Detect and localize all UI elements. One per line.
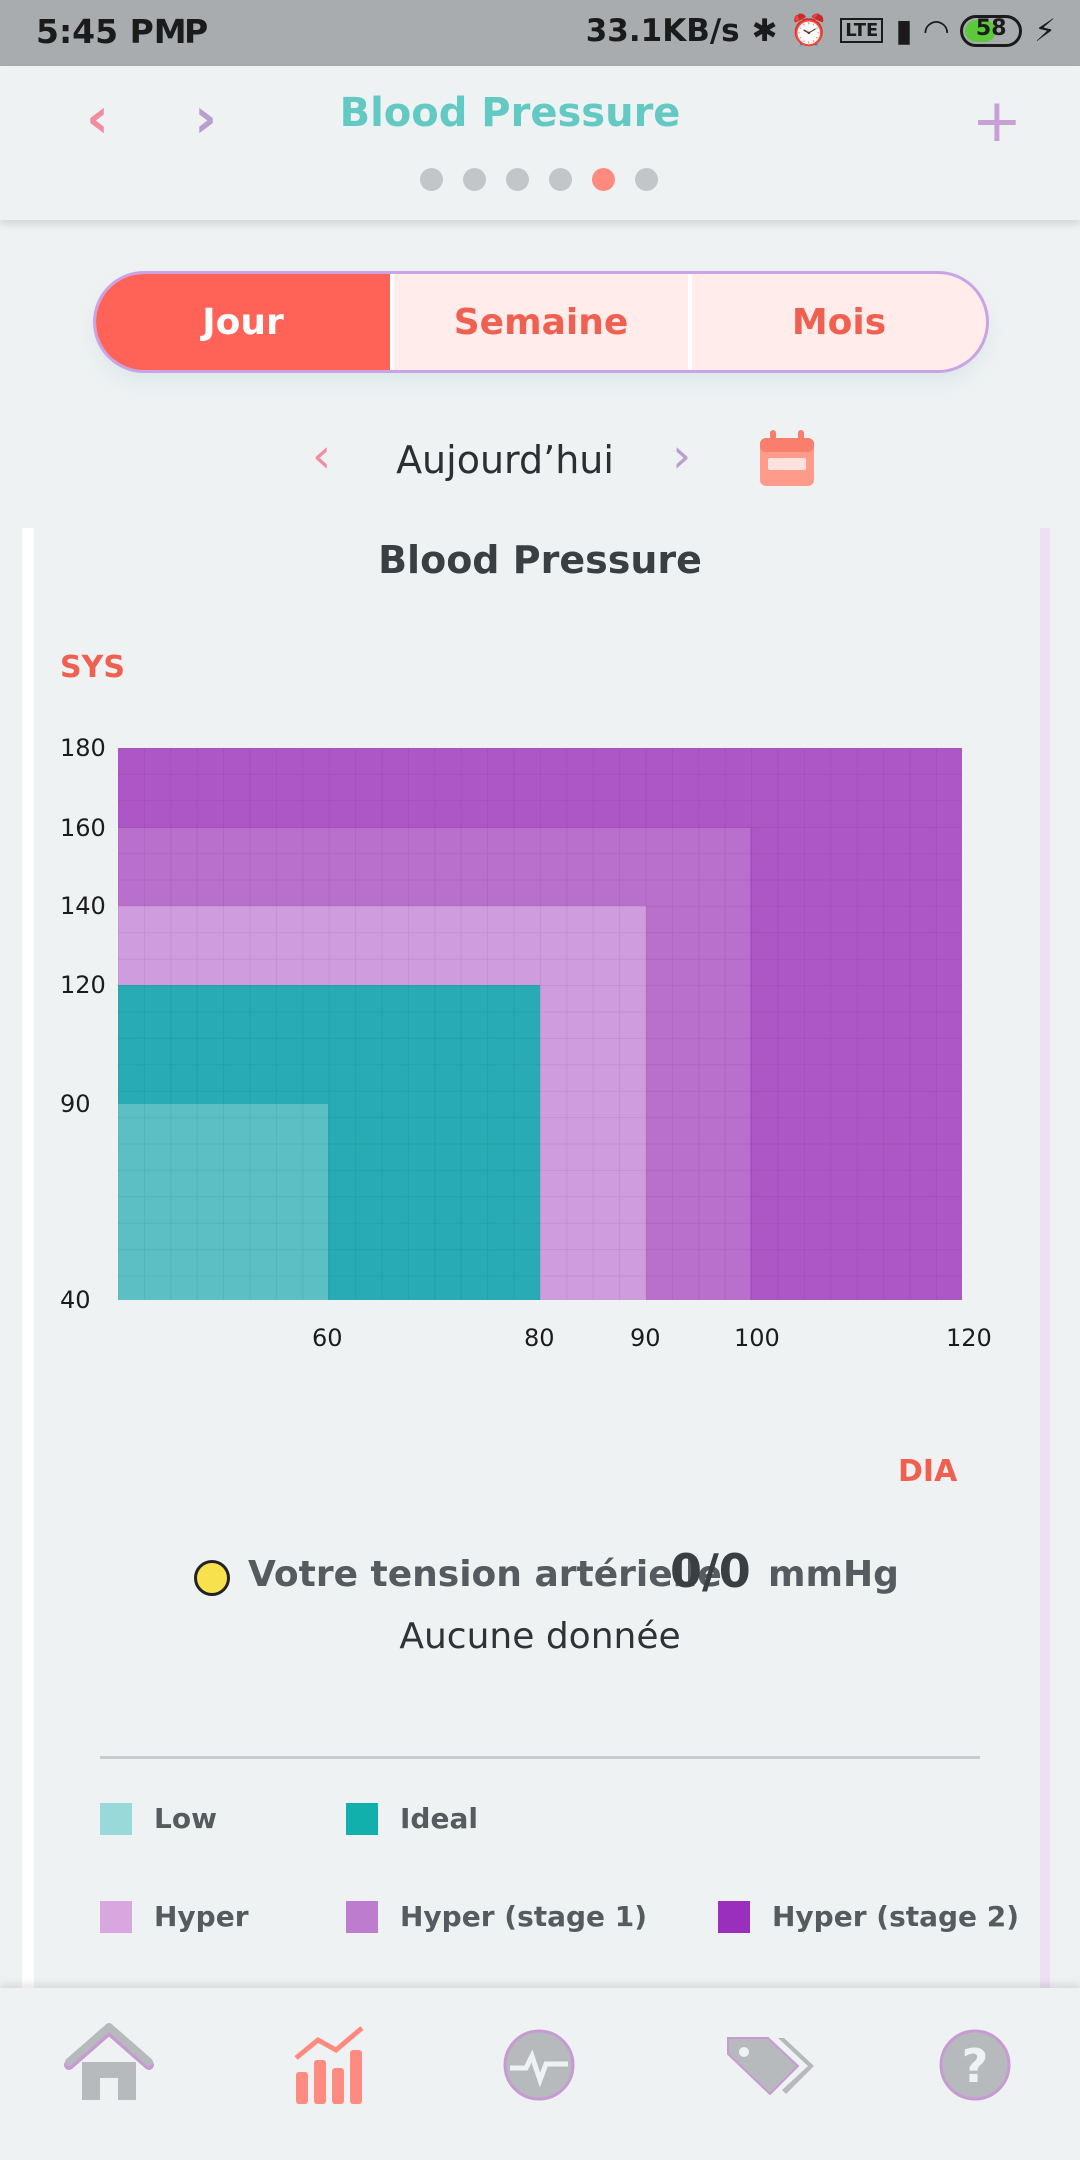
page-dot xyxy=(506,168,529,191)
legend-swatch xyxy=(718,1900,750,1933)
reading-label: Votre tension artérielle xyxy=(248,1554,722,1595)
volte-icon: LTE xyxy=(840,18,884,43)
app-header: ‹ › Blood Pressure + xyxy=(0,66,1080,220)
status-bar: 5:45 PM P 33.1KB/s ✱ ⏰ LTE ▮ ◠ 58 ⚡ xyxy=(0,0,1080,66)
page-dot xyxy=(549,168,572,191)
y-tick-label: 120 xyxy=(60,971,106,999)
y-tick-label: 160 xyxy=(60,814,106,842)
battery-level: 58 xyxy=(975,15,1007,41)
heartbeat-icon[interactable] xyxy=(484,2010,594,2120)
tab-day[interactable]: Jour xyxy=(96,274,390,370)
x-tick-label: 100 xyxy=(734,1324,780,1352)
home-icon[interactable] xyxy=(54,2010,164,2120)
x-tick-label: 80 xyxy=(524,1324,555,1352)
legend-label: Ideal xyxy=(400,1802,478,1835)
page-dot xyxy=(635,168,658,191)
legend-swatch xyxy=(100,1802,132,1835)
legend-swatch xyxy=(346,1900,378,1933)
bluetooth-icon: ✱ xyxy=(751,12,778,49)
legend-label: Low xyxy=(154,1802,217,1835)
legend-item-hyper-stage-1: Hyper (stage 1) xyxy=(346,1900,647,1933)
legend-label: Hyper (stage 2) xyxy=(772,1900,1020,1933)
legend-swatch xyxy=(346,1802,378,1835)
alarm-icon: ⏰ xyxy=(789,13,829,49)
tab-week[interactable]: Semaine xyxy=(390,274,688,370)
page-title: Blood Pressure xyxy=(339,90,681,136)
legend-item-hyper-stage-2: Hyper (stage 2) xyxy=(718,1900,1019,1933)
chevron-right-icon[interactable]: › xyxy=(672,428,692,484)
chart-grid xyxy=(118,748,962,1300)
legend-swatch xyxy=(100,1900,132,1933)
chevron-right-icon[interactable]: › xyxy=(194,86,218,151)
y-tick-label: 40 xyxy=(60,1286,91,1314)
legend-item-ideal: Ideal xyxy=(346,1802,478,1835)
chart-region xyxy=(118,1104,328,1300)
bottom-navigation: ? xyxy=(0,1988,1080,2160)
page-indicator xyxy=(420,168,658,191)
y-tick-label: 180 xyxy=(60,734,106,762)
status-time: 5:45 PM xyxy=(36,12,187,51)
reading-row: Votre tension artérielle 0/0 mmHg xyxy=(0,1544,1080,1608)
chart-icon[interactable] xyxy=(274,2010,384,2120)
wifi-icon: ◠ xyxy=(924,12,949,49)
y-tick-label: 140 xyxy=(60,892,106,920)
calendar-icon[interactable] xyxy=(758,428,816,488)
x-tick-label: 120 xyxy=(946,1324,992,1352)
page-dot xyxy=(592,168,615,191)
legend-label: Hyper xyxy=(154,1900,249,1933)
signal-icon: ▮ xyxy=(895,12,913,49)
divider xyxy=(100,1756,980,1759)
battery-icon: 58 xyxy=(960,14,1023,47)
no-data-text: Aucune donnée xyxy=(399,1616,681,1657)
app-indicator: P xyxy=(184,12,209,51)
reading-value: 0/0 xyxy=(670,1544,751,1598)
legend-item-hyper: Hyper xyxy=(100,1900,249,1933)
tab-month[interactable]: Mois xyxy=(688,274,986,370)
reading-unit: mmHg xyxy=(768,1554,899,1595)
y-axis-label: SYS xyxy=(60,650,125,685)
period-tabs: Jour Semaine Mois xyxy=(96,274,986,370)
y-tick-label: 90 xyxy=(60,1090,91,1118)
chart-title: Blood Pressure xyxy=(378,538,702,582)
chevron-left-icon[interactable]: ‹ xyxy=(312,428,332,484)
x-axis-label: DIA xyxy=(898,1454,958,1489)
help-icon[interactable]: ? xyxy=(920,2010,1030,2120)
charging-icon: ⚡ xyxy=(1034,12,1056,49)
chevron-left-icon[interactable]: ‹ xyxy=(86,86,110,151)
legend-item-low: Low xyxy=(100,1802,217,1835)
date-navigator: ‹ Aujourd’hui › xyxy=(0,420,1080,500)
legend-label: Hyper (stage 1) xyxy=(400,1900,648,1933)
reading-indicator xyxy=(194,1560,230,1596)
svg-text:?: ? xyxy=(962,2039,989,2093)
tag-icon[interactable] xyxy=(714,2010,824,2120)
network-speed: 33.1KB/s xyxy=(585,12,740,49)
page-dot xyxy=(420,168,443,191)
status-right: 33.1KB/s ✱ ⏰ LTE ▮ ◠ 58 ⚡ xyxy=(585,12,1056,50)
plus-icon[interactable]: + xyxy=(971,86,1022,156)
x-tick-label: 60 xyxy=(312,1324,343,1352)
x-tick-label: 90 xyxy=(630,1324,661,1352)
date-label: Aujourd’hui xyxy=(396,438,614,482)
page-dot xyxy=(463,168,486,191)
